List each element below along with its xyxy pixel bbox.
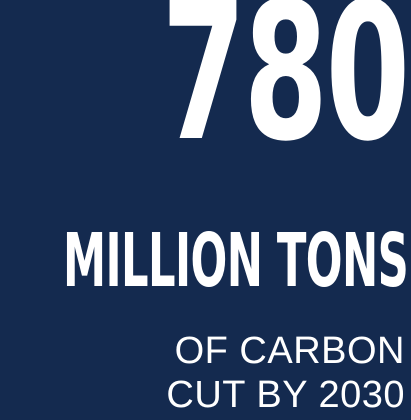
stat-caption-line-1: OF CARBON	[174, 330, 405, 372]
stat-number: 780	[161, 0, 411, 183]
stat-caption-line-2: CUT BY 2030	[166, 374, 405, 416]
stat-unit: MILLION TONS	[62, 218, 409, 304]
